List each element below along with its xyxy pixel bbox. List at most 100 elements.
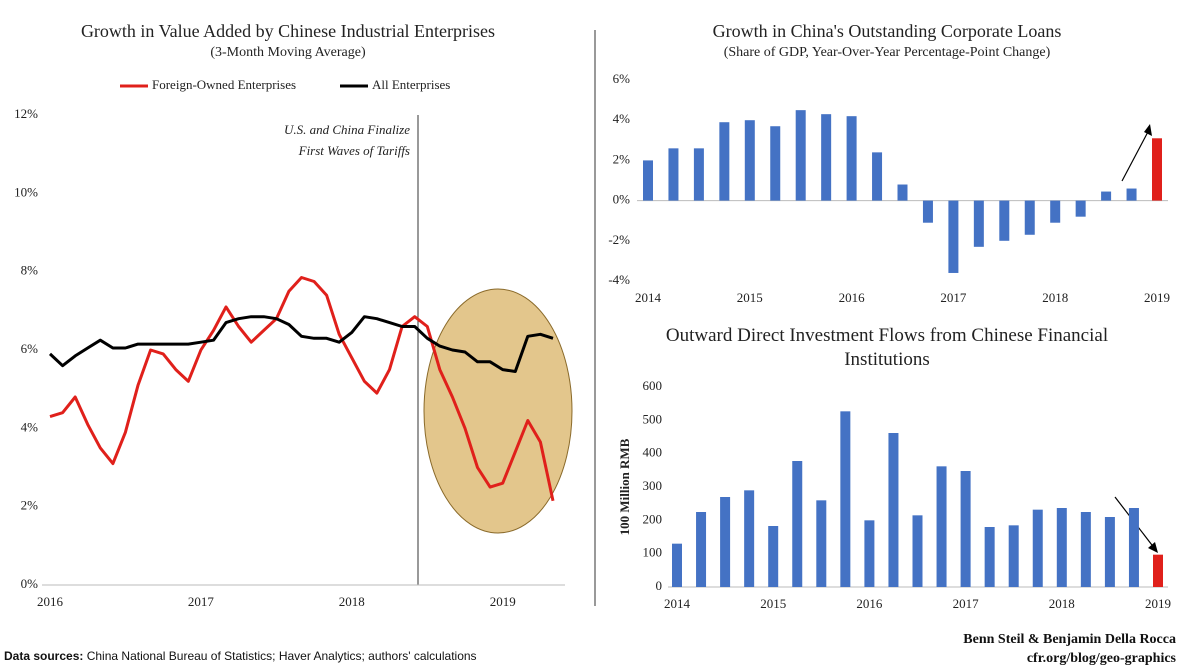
y-tick-label: 6% xyxy=(613,71,631,86)
x-tick-label: 2019 xyxy=(490,594,516,609)
bar xyxy=(795,110,806,201)
arrow-head xyxy=(1148,542,1158,553)
bar xyxy=(999,200,1010,241)
bar xyxy=(643,160,653,201)
x-tick-label: 2017 xyxy=(188,594,215,609)
y-tick-label: 0% xyxy=(21,576,39,591)
bar xyxy=(1128,508,1139,587)
bar xyxy=(936,466,947,587)
y-axis-label: 100 Million RMB xyxy=(617,438,632,535)
bar xyxy=(668,148,679,201)
bar xyxy=(1101,191,1112,201)
y-tick-label: 4% xyxy=(613,111,631,126)
y-tick-label: 500 xyxy=(643,411,663,426)
bar xyxy=(1153,554,1163,587)
bar xyxy=(1024,200,1035,235)
site: cfr.org/blog/geo-graphics xyxy=(1026,651,1176,666)
sources-text: China National Bureau of Statistics; Hav… xyxy=(86,649,477,663)
bar xyxy=(846,116,857,201)
x-tick-label: 2018 xyxy=(1049,596,1075,611)
bar xyxy=(960,471,971,587)
legend-label: Foreign-Owned Enterprises xyxy=(152,77,296,92)
chart-title: Growth in China's Outstanding Corporate … xyxy=(713,21,1062,41)
bar xyxy=(768,526,779,587)
bar xyxy=(840,411,851,587)
x-tick-label: 2017 xyxy=(940,290,967,305)
bar xyxy=(1080,512,1091,587)
x-tick-label: 2018 xyxy=(1042,290,1068,305)
line-series xyxy=(48,315,554,373)
x-tick-label: 2015 xyxy=(737,290,763,305)
y-tick-label: -4% xyxy=(608,272,630,287)
bar xyxy=(744,120,755,201)
y-tick-label: 4% xyxy=(21,419,39,434)
legend-label: All Enterprises xyxy=(372,77,450,92)
y-tick-label: 0% xyxy=(613,192,631,207)
bar xyxy=(948,200,959,273)
y-tick-label: 10% xyxy=(14,184,38,199)
arrow xyxy=(1121,127,1151,182)
x-tick-label: 2016 xyxy=(839,290,866,305)
x-tick-label: 2014 xyxy=(635,290,662,305)
y-tick-label: 12% xyxy=(14,106,38,121)
bar xyxy=(1050,200,1061,223)
annotation: First Waves of Tariffs xyxy=(298,143,410,158)
bar xyxy=(973,200,984,247)
bar xyxy=(897,184,908,201)
bar xyxy=(672,543,682,587)
bar xyxy=(984,527,995,587)
bar xyxy=(864,520,875,587)
chart-subtitle: (Share of GDP, Year-Over-Year Percentage… xyxy=(724,45,1051,60)
x-tick-label: 2015 xyxy=(760,596,786,611)
line-series xyxy=(49,276,555,502)
bar xyxy=(1056,508,1067,587)
bar xyxy=(720,497,731,587)
bar xyxy=(1075,200,1086,217)
bar xyxy=(922,200,933,223)
bar xyxy=(816,500,827,587)
sources: Data sources: China National Bureau of S… xyxy=(4,649,477,663)
bar xyxy=(888,433,899,587)
bar xyxy=(872,152,883,201)
annotation: U.S. and China Finalize xyxy=(284,122,410,137)
y-tick-label: 0 xyxy=(656,578,663,593)
bar xyxy=(1126,188,1137,201)
bar xyxy=(693,148,704,201)
y-tick-label: 600 xyxy=(643,378,663,393)
bar xyxy=(792,461,803,587)
y-tick-label: 6% xyxy=(21,341,39,356)
sources-label: Data sources: xyxy=(4,649,84,663)
x-tick-label: 2017 xyxy=(953,596,980,611)
chart-subtitle: (3-Month Moving Average) xyxy=(210,45,366,60)
y-tick-label: -2% xyxy=(608,232,630,247)
bar xyxy=(696,512,707,587)
bar xyxy=(1104,517,1115,587)
y-tick-label: 8% xyxy=(21,263,39,278)
y-tick-label: 100 xyxy=(643,545,663,560)
arrow-head xyxy=(1144,124,1152,136)
y-tick-label: 2% xyxy=(21,498,39,513)
x-tick-label: 2014 xyxy=(664,596,691,611)
bar xyxy=(770,126,781,201)
bar xyxy=(719,122,730,201)
bar xyxy=(821,114,832,201)
x-tick-label: 2019 xyxy=(1144,290,1170,305)
credit: Benn Steil & Benjamin Della Rocca cfr.org… xyxy=(963,630,1176,668)
highlight-ellipse xyxy=(423,288,573,534)
bar xyxy=(744,490,755,587)
bar xyxy=(912,515,923,587)
bar xyxy=(1008,525,1019,587)
y-tick-label: 400 xyxy=(643,445,663,460)
x-tick-label: 2016 xyxy=(856,596,883,611)
y-tick-label: 2% xyxy=(613,151,631,166)
y-tick-label: 200 xyxy=(643,511,663,526)
bar xyxy=(1152,138,1162,201)
x-tick-label: 2018 xyxy=(339,594,365,609)
x-tick-label: 2019 xyxy=(1145,596,1171,611)
x-tick-label: 2016 xyxy=(37,594,64,609)
chart-title: Outward Direct Investment Flows from Chi… xyxy=(665,325,1109,370)
authors: Benn Steil & Benjamin Della Rocca xyxy=(963,632,1176,647)
bar xyxy=(1032,509,1043,587)
